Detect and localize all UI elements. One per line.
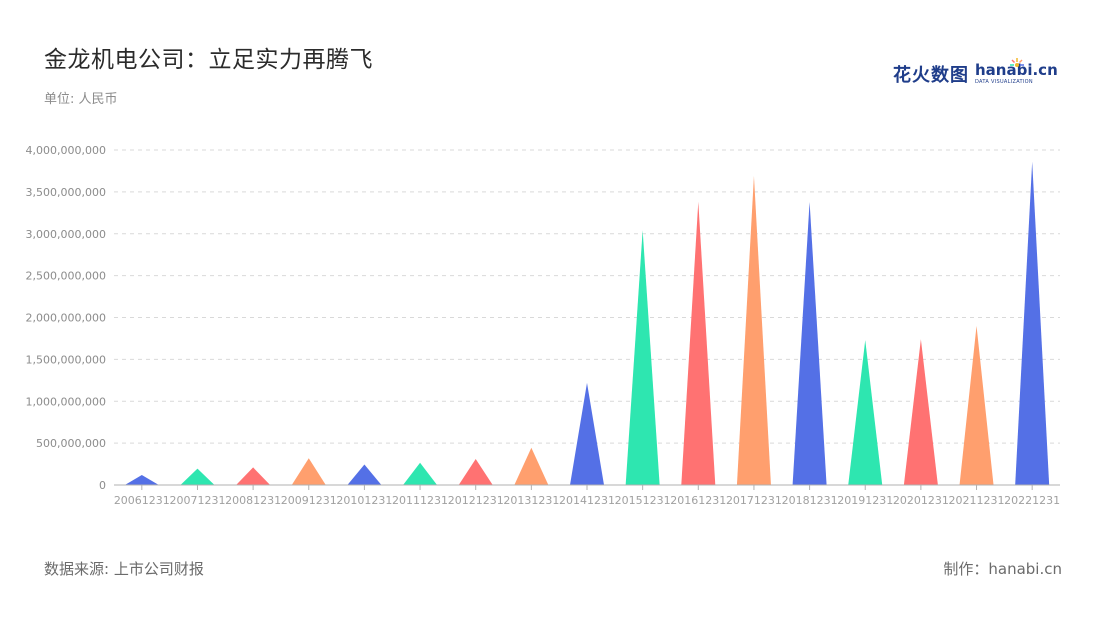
chart-title: 金龙机电公司：立足实力再腾飞 [44, 47, 373, 73]
bar [681, 201, 716, 486]
bar [1015, 161, 1050, 485]
x-tick-label: 20151231 [615, 494, 671, 507]
bar [291, 458, 326, 485]
brand-logo: 花火数图 hanabi.cn DATA VISUALIZATION [893, 60, 1058, 88]
firework-icon [1010, 58, 1024, 67]
bar [458, 459, 493, 485]
x-tick-label: 20101231 [336, 494, 392, 507]
y-tick-label: 1,500,000,000 [26, 353, 106, 366]
y-tick-label: 2,500,000,000 [26, 270, 106, 283]
x-tick-label: 20061231 [114, 494, 170, 507]
y-tick-label: 500,000,000 [36, 437, 106, 450]
logo-sub-text: DATA VISUALIZATION [975, 79, 1033, 85]
y-axis-ticks: 0 500,000,000 1,000,000,000 1,500,000,000 2,… [26, 144, 106, 492]
x-tick-label: 20111231 [392, 494, 448, 507]
data-source: 数据来源: 上市公司财报 [44, 560, 204, 578]
x-tick-label: 20171231 [726, 494, 782, 507]
x-tick-label: 20221231 [1004, 494, 1060, 507]
y-tick-label: 0 [99, 479, 106, 492]
bar [570, 382, 604, 485]
bar [736, 175, 771, 485]
bars [124, 161, 1050, 486]
x-tick-label: 20091231 [281, 494, 337, 507]
x-tick-label: 20181231 [782, 494, 838, 507]
x-tick-label: 20141231 [559, 494, 615, 507]
y-tick-label: 3,000,000,000 [26, 228, 106, 241]
x-tick-label: 20071231 [169, 494, 225, 507]
x-axis-ticks: 20061231 20071231 20081231 20091231 20101231… [114, 485, 1060, 507]
logo-cn-text: 花火数图 [893, 65, 969, 86]
x-tick-label: 20121231 [448, 494, 504, 507]
unit-label: 单位: 人民币 [44, 92, 118, 107]
bar [514, 447, 549, 485]
y-tick-label: 1,000,000,000 [26, 395, 106, 408]
bar [347, 464, 382, 485]
bar [403, 462, 438, 485]
y-tick-label: 2,000,000,000 [26, 312, 106, 325]
bar [124, 474, 159, 485]
x-tick-label: 20191231 [837, 494, 893, 507]
logo-en-text: hanabi.cn [975, 61, 1058, 79]
bar [180, 468, 215, 485]
bar [236, 467, 271, 485]
x-tick-label: 20131231 [503, 494, 559, 507]
y-tick-label: 3,500,000,000 [26, 186, 106, 199]
y-tick-label: 4,000,000,000 [26, 144, 106, 157]
bar [959, 325, 994, 485]
bar [625, 230, 660, 485]
x-tick-label: 20161231 [670, 494, 726, 507]
x-tick-label: 20081231 [225, 494, 281, 507]
x-tick-label: 20201231 [893, 494, 949, 507]
bar [792, 201, 827, 486]
credit-label: 制作：hanabi.cn [943, 560, 1062, 578]
bar [848, 340, 883, 485]
x-tick-label: 20211231 [949, 494, 1005, 507]
bar [903, 339, 938, 485]
